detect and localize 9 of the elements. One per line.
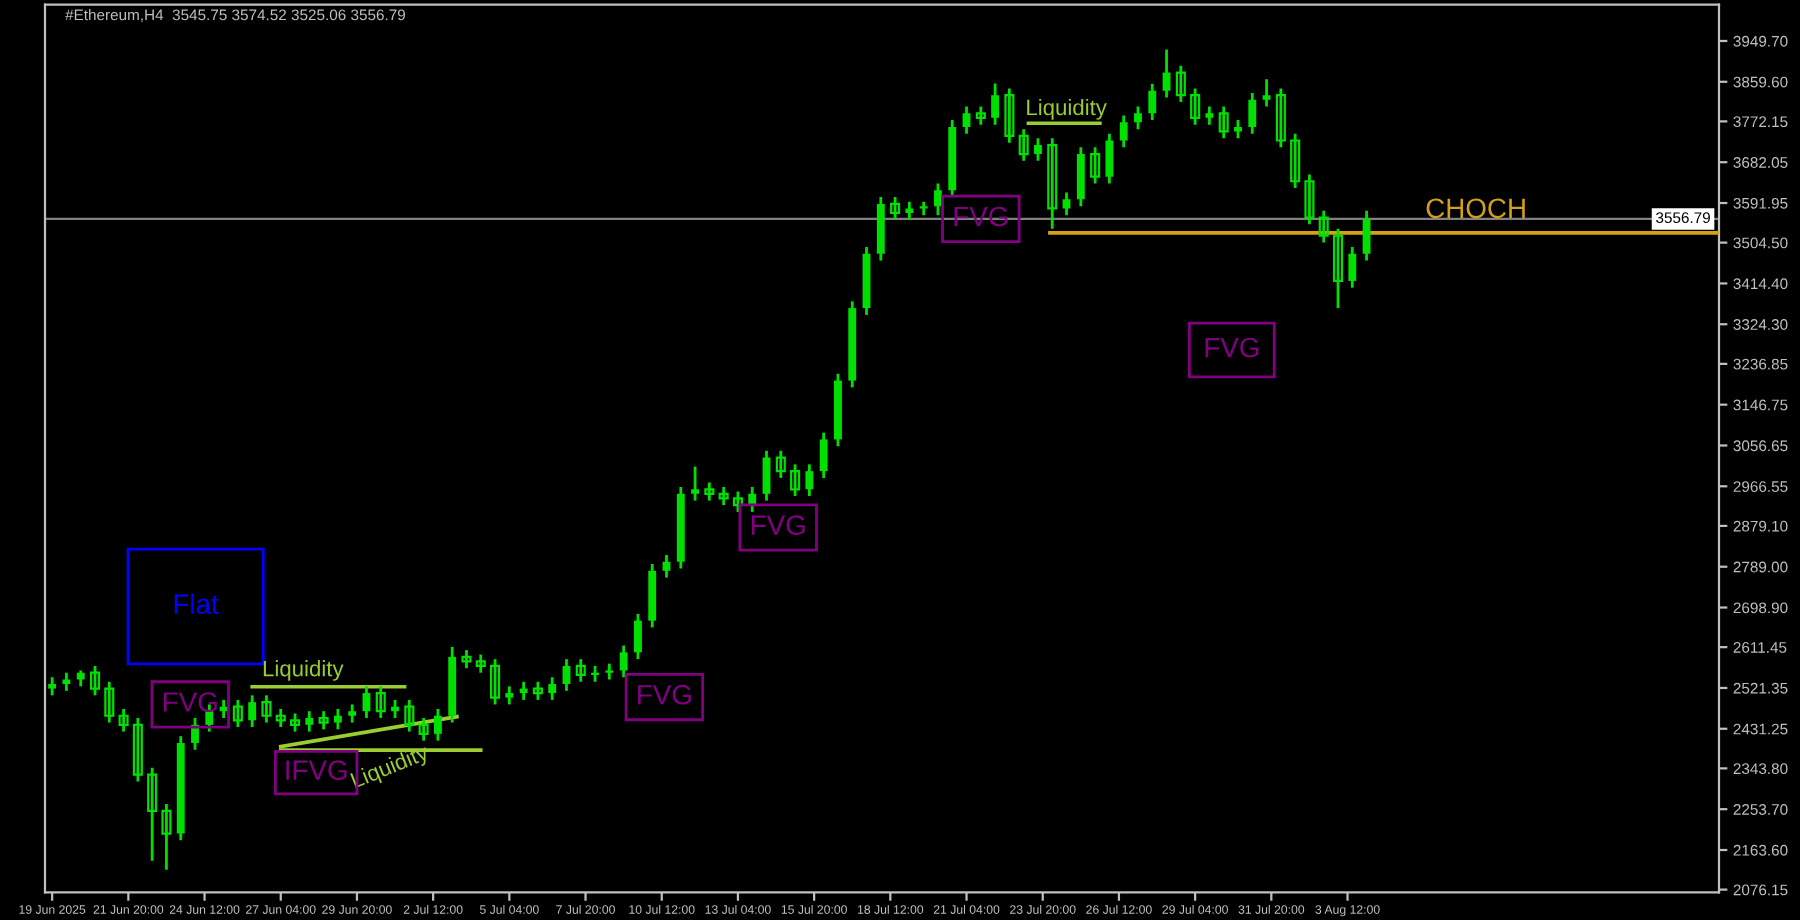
annotation: IFVG: [286, 760, 347, 780]
annotation: FVG: [638, 684, 691, 705]
annotation: Liquidity: [263, 660, 344, 681]
annotation: FVG: [751, 515, 805, 535]
annotation: FVG: [163, 692, 217, 712]
annotation: Liquidity: [1027, 99, 1107, 120]
annotation: CHOCH: [1426, 198, 1525, 219]
annotation: Flat: [174, 593, 219, 614]
annotation: FVG: [1205, 337, 1259, 358]
